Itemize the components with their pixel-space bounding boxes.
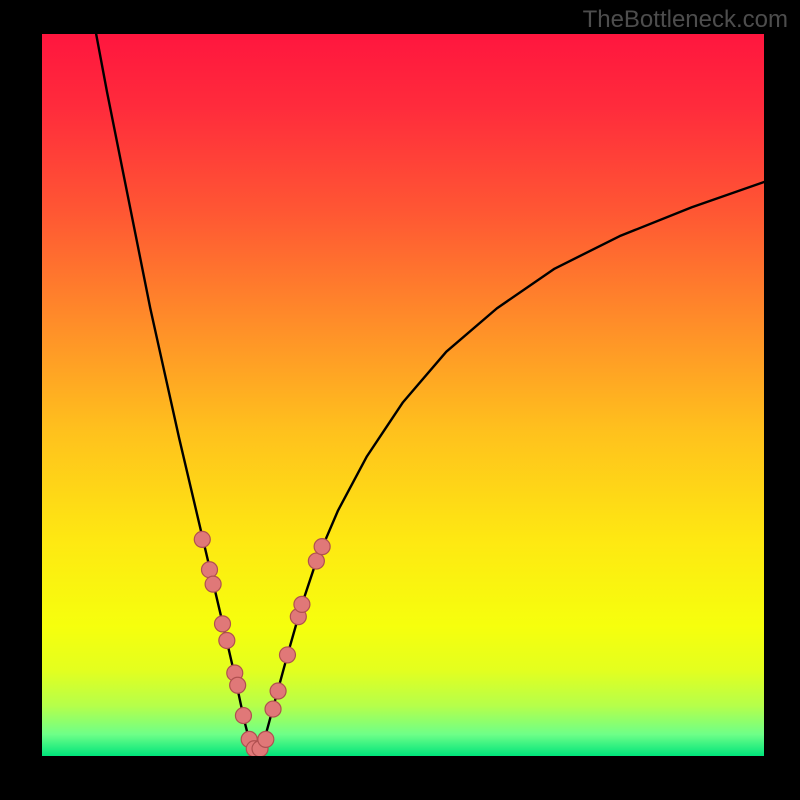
data-marker <box>235 708 251 724</box>
data-marker <box>270 683 286 699</box>
data-marker <box>294 596 310 612</box>
data-marker <box>219 632 235 648</box>
chart-frame: TheBottleneck.com <box>0 0 800 800</box>
data-marker <box>279 647 295 663</box>
watermark-text: TheBottleneck.com <box>583 6 788 34</box>
data-marker <box>308 553 324 569</box>
data-marker <box>230 677 246 693</box>
data-marker <box>258 731 274 747</box>
data-marker <box>205 576 221 592</box>
data-marker <box>194 531 210 547</box>
plot-background <box>42 34 764 756</box>
data-marker <box>314 539 330 555</box>
data-marker <box>265 701 281 717</box>
plot-svg <box>42 34 764 756</box>
data-marker <box>215 616 231 632</box>
data-marker <box>202 562 218 578</box>
plot-area <box>42 34 764 756</box>
